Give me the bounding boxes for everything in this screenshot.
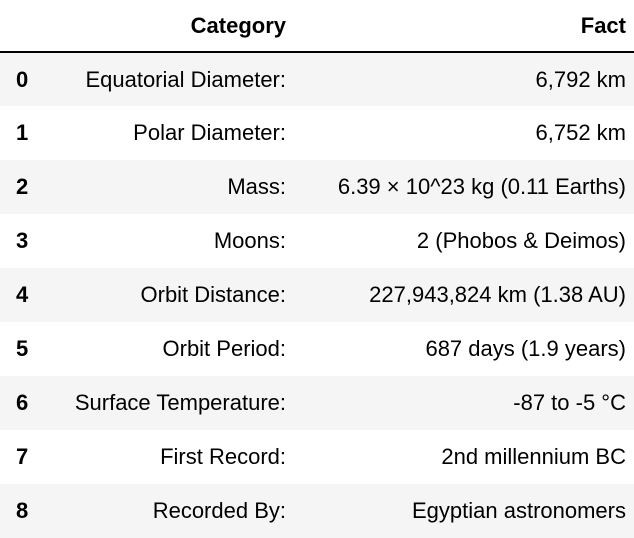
row-index: 8 xyxy=(16,498,29,523)
row-index: 1 xyxy=(16,120,29,145)
category-cell: Recorded By: xyxy=(152,498,286,523)
table-row: 8 Recorded By: Egyptian astronomers xyxy=(0,484,634,538)
table-header: Category Fact xyxy=(0,0,634,53)
table-row: 2 Mass: 6.39 × 10^23 kg (0.11 Earths) xyxy=(0,160,634,214)
category-cell: Orbit Period: xyxy=(162,336,287,361)
table-row: 3 Moons: 2 (Phobos & Deimos) xyxy=(0,214,634,268)
table-row: 7 First Record: 2nd millennium BC xyxy=(0,430,634,484)
fact-cell: 6,752 km xyxy=(535,120,627,145)
fact-header: Fact xyxy=(294,0,634,53)
table-body: 0 Equatorial Diameter: 6,792 km 1 Polar … xyxy=(0,52,634,538)
category-cell: Orbit Distance: xyxy=(140,282,287,307)
fact-cell: 2nd millennium BC xyxy=(441,444,626,469)
table-row: 0 Equatorial Diameter: 6,792 km xyxy=(0,52,634,106)
fact-cell: 6.39 × 10^23 kg (0.11 Earths) xyxy=(337,174,626,199)
table-row: 4 Orbit Distance: 227,943,824 km (1.38 A… xyxy=(0,268,634,322)
fact-cell: -87 to -5 °C xyxy=(513,390,626,415)
row-index: 4 xyxy=(16,282,29,307)
category-cell: Surface Temperature: xyxy=(74,390,286,415)
fact-cell: 6,792 km xyxy=(535,66,627,92)
table-row: 1 Polar Diameter: 6,752 km xyxy=(0,106,634,160)
fact-cell: 2 (Phobos & Deimos) xyxy=(416,228,626,253)
index-header xyxy=(0,0,44,53)
table-row: 6 Surface Temperature: -87 to -5 °C xyxy=(0,376,634,430)
fact-cell: 687 days (1.9 years) xyxy=(425,336,626,361)
category-cell: First Record: xyxy=(160,444,286,469)
row-index: 2 xyxy=(16,174,29,199)
category-header: Category xyxy=(44,0,294,53)
category-cell: Mass: xyxy=(227,174,286,199)
row-index: 6 xyxy=(16,390,29,415)
fact-cell: 227,943,824 km (1.38 AU) xyxy=(369,282,626,307)
row-index: 0 xyxy=(16,66,29,92)
row-index: 5 xyxy=(16,336,29,361)
category-cell: Polar Diameter: xyxy=(133,120,286,145)
row-index: 3 xyxy=(16,228,29,253)
header-row: Category Fact xyxy=(0,0,634,53)
category-cell: Equatorial Diameter: xyxy=(85,66,286,92)
fact-cell: Egyptian astronomers xyxy=(412,498,626,523)
category-cell: Moons: xyxy=(213,228,286,253)
row-index: 7 xyxy=(16,444,29,469)
table-row: 5 Orbit Period: 687 days (1.9 years) xyxy=(0,322,634,376)
